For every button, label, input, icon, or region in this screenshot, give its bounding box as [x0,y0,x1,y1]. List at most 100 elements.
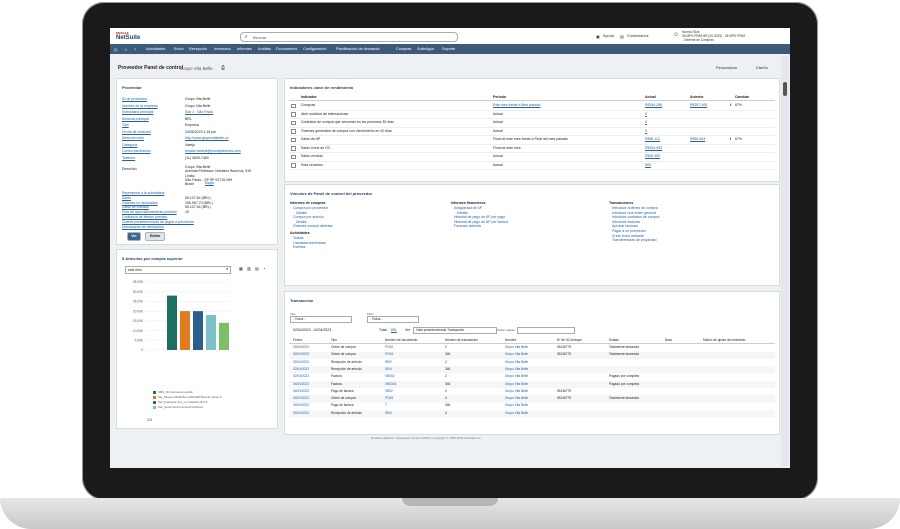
kpi-per[interactable]: Este mes frente a Mes pasado [493,103,541,107]
kpi-act[interactable]: 0 [645,111,647,116]
transactions-links-link[interactable]: Pagar a un proveedor [612,229,646,233]
purchase-reports-link[interactable]: Órdenes compra abiertas [293,224,333,229]
tx-cell[interactable]: 04/04/2023 [293,388,309,393]
edit-button[interactable]: Editar [145,232,165,241]
vendor-field-label[interactable]: Teléfono [122,155,136,160]
vendor-field-value[interactable]: renata.martins@procelperenos.com [185,149,241,153]
vendor-field-label[interactable]: Categoría [122,142,138,147]
tx-col-header[interactable]: Nota [665,338,672,342]
financial-reports-link[interactable]: Historial de pago de AP por factura [454,219,509,224]
layout-menu[interactable]: Diseño [756,66,768,70]
tx-col-header[interactable]: Número de transacción [445,338,478,342]
kpi-checkbox[interactable] [291,146,296,151]
tx-cell[interactable]: PO04 [385,352,394,357]
vendor-field-label[interactable]: Correo electrónico [122,149,151,153]
vendor-field-label[interactable]: Fecha de creación [122,129,151,134]
kpi-prev[interactable]: R$54.503 [690,137,706,141]
user-menu[interactable]: Norma Silva 35 MPS PRIM BR (20.2025) - 3… [682,30,745,42]
map-link[interactable]: Mapa [205,181,214,185]
tx-cell[interactable]: Grupo Vita Belle [505,352,529,357]
bar-3[interactable] [193,311,203,350]
tx-cell[interactable]: IR02 [385,359,392,364]
tx-cell[interactable]: IR04 [385,410,392,415]
tx-col-header[interactable]: Motivo de ajuste de inventario [703,338,746,342]
vendor-field-label[interactable]: Moneda principal [122,116,149,121]
transactions-links-link[interactable]: Introducir órdenes de compra [612,206,658,210]
chart-view-icon[interactable]: ▤ [255,266,259,271]
tx-cell[interactable]: Grupo Vita Belle [505,374,529,379]
vendor-field-label[interactable]: Tipo [122,123,129,127]
tx-col-header[interactable]: Nombre [505,338,517,342]
tx-cell[interactable]: 02/04/2023 [293,345,309,349]
tx-cell[interactable]: 04/04/2023 [293,381,309,386]
kpi-checkbox[interactable] [291,120,296,125]
tx-cell[interactable]: 04/04/2023 [293,410,309,415]
bar-5[interactable] [219,322,229,350]
home-icon[interactable]: ⌂ [134,46,137,51]
transactions-links-link[interactable]: Introducir contratos de compra [612,215,660,220]
tx-cell[interactable]: PO02 [385,345,394,349]
activities-link[interactable]: Llamadas telefónicas [293,240,326,245]
global-search[interactable]: ⌕ Buscar [240,32,458,42]
kpi-act[interactable]: 563 [645,162,651,167]
financial-label[interactable]: Confianza de tiempo previsto [122,215,168,219]
nav-analisis[interactable]: Análisis [258,46,272,51]
financial-label[interactable]: Representa a la subsidiaria [122,191,165,195]
financial-reports-link[interactable]: Historial de pago de AP por pago [454,215,506,220]
kpi-act[interactable]: R$55.112 [645,137,660,141]
nav-soporte[interactable]: Soporte [442,46,456,51]
nav-envio[interactable]: Envío [174,46,184,51]
recent-icon[interactable]: ◷ [114,47,118,52]
kpi-prev[interactable]: R$257.405 [690,103,708,107]
favorites-icon[interactable]: ☆ [124,47,128,52]
kpi-act[interactable]: R$25.450 [645,154,661,158]
kpi-per[interactable]: Actual [493,162,503,167]
kpi-act[interactable]: R$344.288 [645,103,663,107]
tx-cell[interactable]: VB02 [385,388,393,393]
page-scrollbar[interactable] [781,56,789,466]
vendor-field-label[interactable]: Nombre de la empresa [122,103,158,108]
purchase-reports-link[interactable]: Detalle [296,219,307,224]
vendor-field-value[interactable]: http://www.grupovitabelle.co [185,136,229,140]
financial-label[interactable]: Días de aprovisionamiento previsto [122,210,177,215]
netsuite-logo[interactable]: NetSuite [116,35,141,41]
transactions-links-link[interactable]: Aprobar facturas [612,224,638,229]
tx-view-select[interactable]: Vista predeterminada Transacción [413,327,497,334]
bar-2[interactable] [180,311,190,350]
transactions-links-link[interactable]: Introducir una orden general [612,210,656,215]
scroll-thumb[interactable] [783,82,787,96]
tx-col-header[interactable]: Nº de OC/cheque [557,338,582,342]
print-icon[interactable]: ⎙ [221,65,226,71]
kpi-checkbox[interactable] [291,154,296,159]
purchase-reports-link[interactable]: Detalle [296,210,307,215]
activities-link[interactable]: Tareas [293,236,304,240]
tx-cell[interactable]: 02/04/2023 [293,359,309,364]
kpi-act[interactable]: R$254.953 [645,145,663,150]
purchase-reports-link[interactable]: Compra por artículo [293,215,324,220]
nav-actividades[interactable]: Actividades [146,46,166,51]
tx-sort-select[interactable] [517,327,575,334]
tx-date-range[interactable]: 02/04/2023 - 02/04/2023 [293,328,332,332]
vendor-field-label[interactable]: ID de proveedor [122,97,148,101]
tx-col-header[interactable]: Tipo [331,338,338,342]
nav-planificacion[interactable]: Planificación de demanda [336,46,380,51]
tx-cell[interactable]: 02/04/2023 [293,366,309,371]
legend-item[interactable]: Sec_Sona Nenina Sona-ProstGhost [158,405,203,409]
tx-cell[interactable]: IR04 [385,366,392,371]
financial-label[interactable]: Cuenta predeterminada de pagos a proveed… [122,219,194,224]
tx-cell[interactable]: Grupo Vita Belle [505,388,529,393]
kpi-per[interactable]: Actual [493,120,503,124]
bar-4[interactable] [206,315,216,350]
purchase-reports-link[interactable]: Compra por proveedor [293,206,329,210]
table-view-icon[interactable]: ▦ [239,266,243,271]
tx-cell[interactable]: PO04 [385,396,394,401]
nav-configuracion[interactable]: Configuración [303,46,327,51]
kpi-per[interactable]: Actual [493,128,503,133]
nav-informes[interactable]: Informes [237,46,252,51]
tx-cell[interactable]: Grupo Vita Belle [505,396,529,401]
kpi-checkbox[interactable] [291,163,296,168]
transactions-links-link[interactable]: Crear envío entrante [612,233,645,238]
kpi-checkbox[interactable] [291,103,296,108]
financial-label[interactable]: Órdenes no facturadas [122,200,158,205]
nav-documentos[interactable]: Documentos [276,46,298,51]
